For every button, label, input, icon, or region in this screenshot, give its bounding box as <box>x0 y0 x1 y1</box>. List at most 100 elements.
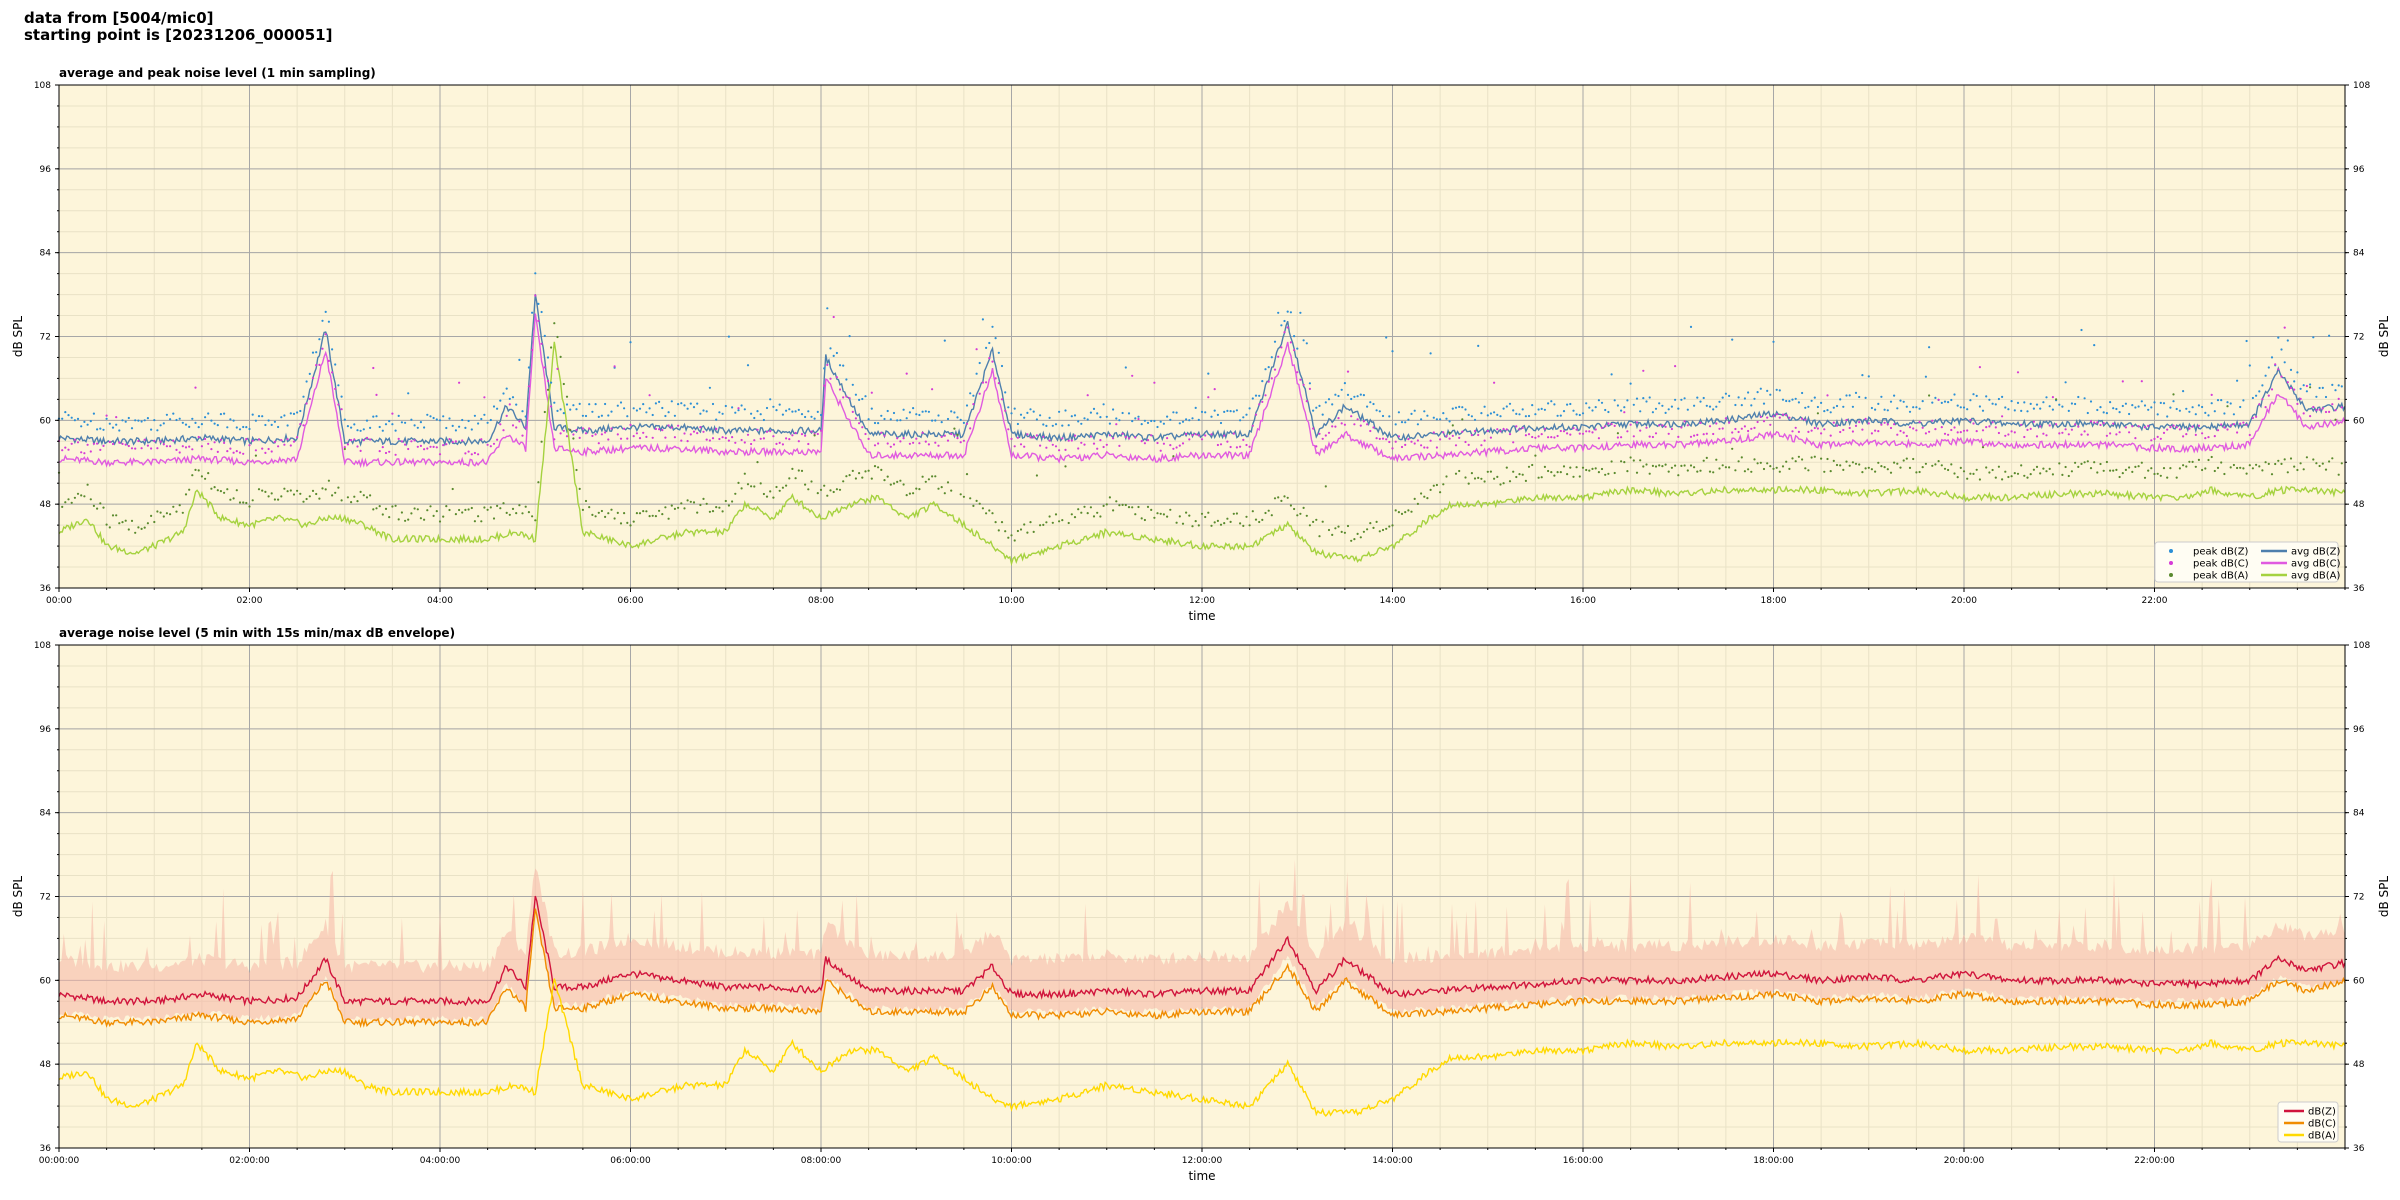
data-point <box>1883 408 1886 411</box>
data-point <box>1813 455 1816 458</box>
data-point <box>1023 416 1026 419</box>
data-point <box>1924 432 1927 435</box>
data-point <box>705 438 708 441</box>
data-point <box>1750 427 1753 430</box>
data-point <box>546 388 550 391</box>
data-point <box>638 512 642 515</box>
data-point <box>169 513 172 516</box>
data-point <box>886 475 889 478</box>
data-point <box>321 487 324 490</box>
data-point <box>746 483 750 486</box>
data-point <box>1677 474 1680 477</box>
data-point <box>1010 534 1013 537</box>
data-point <box>483 506 486 509</box>
data-point <box>1740 456 1743 459</box>
data-point <box>2178 409 2181 412</box>
data-point <box>350 426 353 429</box>
data-point <box>2274 462 2277 466</box>
data-point <box>1626 430 1629 433</box>
data-point <box>1940 426 1943 429</box>
data-point <box>73 438 76 441</box>
data-point <box>2118 475 2121 479</box>
data-point <box>1861 471 1864 474</box>
data-point <box>2309 386 2312 389</box>
data-point <box>1985 395 1988 398</box>
data-point <box>581 508 585 511</box>
data-point <box>70 501 73 504</box>
data-point <box>1343 423 1346 426</box>
data-point <box>1172 411 1175 414</box>
data-point <box>1569 402 1572 406</box>
data-point <box>1781 398 1785 401</box>
data-point <box>1858 463 1861 466</box>
data-point <box>711 402 715 406</box>
data-point <box>600 509 604 513</box>
data-point <box>1435 483 1438 487</box>
data-point <box>111 514 115 517</box>
data-point <box>181 511 184 514</box>
data-point <box>1118 444 1121 447</box>
y-tick-label: 96 <box>40 725 52 735</box>
data-point <box>121 419 124 422</box>
data-point <box>635 512 639 515</box>
data-point <box>327 320 330 323</box>
data-point <box>153 520 156 524</box>
data-point <box>1353 395 1356 398</box>
data-point <box>2315 462 2318 465</box>
data-point <box>588 427 591 430</box>
data-point <box>527 511 531 514</box>
data-point <box>302 424 305 427</box>
data-point <box>1991 402 1994 405</box>
x-tick-label: 22:00 <box>2142 596 2168 606</box>
data-point <box>807 442 810 446</box>
data-point <box>654 402 658 405</box>
data-point <box>416 445 419 448</box>
data-point <box>1493 477 1496 480</box>
data-point <box>223 412 226 415</box>
data-point <box>365 419 369 422</box>
data-point <box>632 435 635 438</box>
data-point <box>2242 421 2245 424</box>
data-point <box>594 433 597 436</box>
data-point <box>2229 424 2232 427</box>
data-point <box>2197 424 2200 427</box>
data-point <box>715 506 718 509</box>
data-point <box>1934 428 1937 431</box>
data-point <box>864 470 867 473</box>
data-point <box>331 371 334 374</box>
data-point <box>353 495 356 498</box>
data-point <box>1566 403 1569 406</box>
data-point <box>953 427 956 430</box>
data-point <box>1127 506 1131 509</box>
data-point <box>1921 466 1924 469</box>
data-point <box>673 507 677 510</box>
data-point <box>407 447 410 451</box>
data-point <box>2239 422 2242 425</box>
data-point <box>658 428 661 431</box>
data-point <box>1286 326 1289 329</box>
data-point <box>1915 429 1918 432</box>
data-point <box>1728 394 1731 397</box>
data-point <box>1162 513 1165 516</box>
data-point <box>858 398 861 401</box>
data-point <box>524 415 527 418</box>
x-tick-label: 20:00:00 <box>1944 1156 1985 1166</box>
data-point <box>64 446 67 449</box>
data-point <box>1715 405 1718 408</box>
data-point <box>1651 435 1654 439</box>
data-point <box>76 417 80 420</box>
data-point <box>461 418 464 422</box>
data-point <box>2086 411 2089 415</box>
data-point <box>756 461 759 464</box>
data-point <box>1607 422 1610 425</box>
data-point <box>1121 411 1124 415</box>
data-point <box>1169 508 1172 511</box>
data-point <box>981 381 985 384</box>
data-point <box>1696 396 1699 399</box>
data-point <box>213 441 216 444</box>
data-point <box>1858 395 1861 399</box>
data-point <box>1251 397 1254 400</box>
data-point <box>1324 434 1327 437</box>
data-point <box>191 474 194 477</box>
data-point <box>1058 449 1061 452</box>
